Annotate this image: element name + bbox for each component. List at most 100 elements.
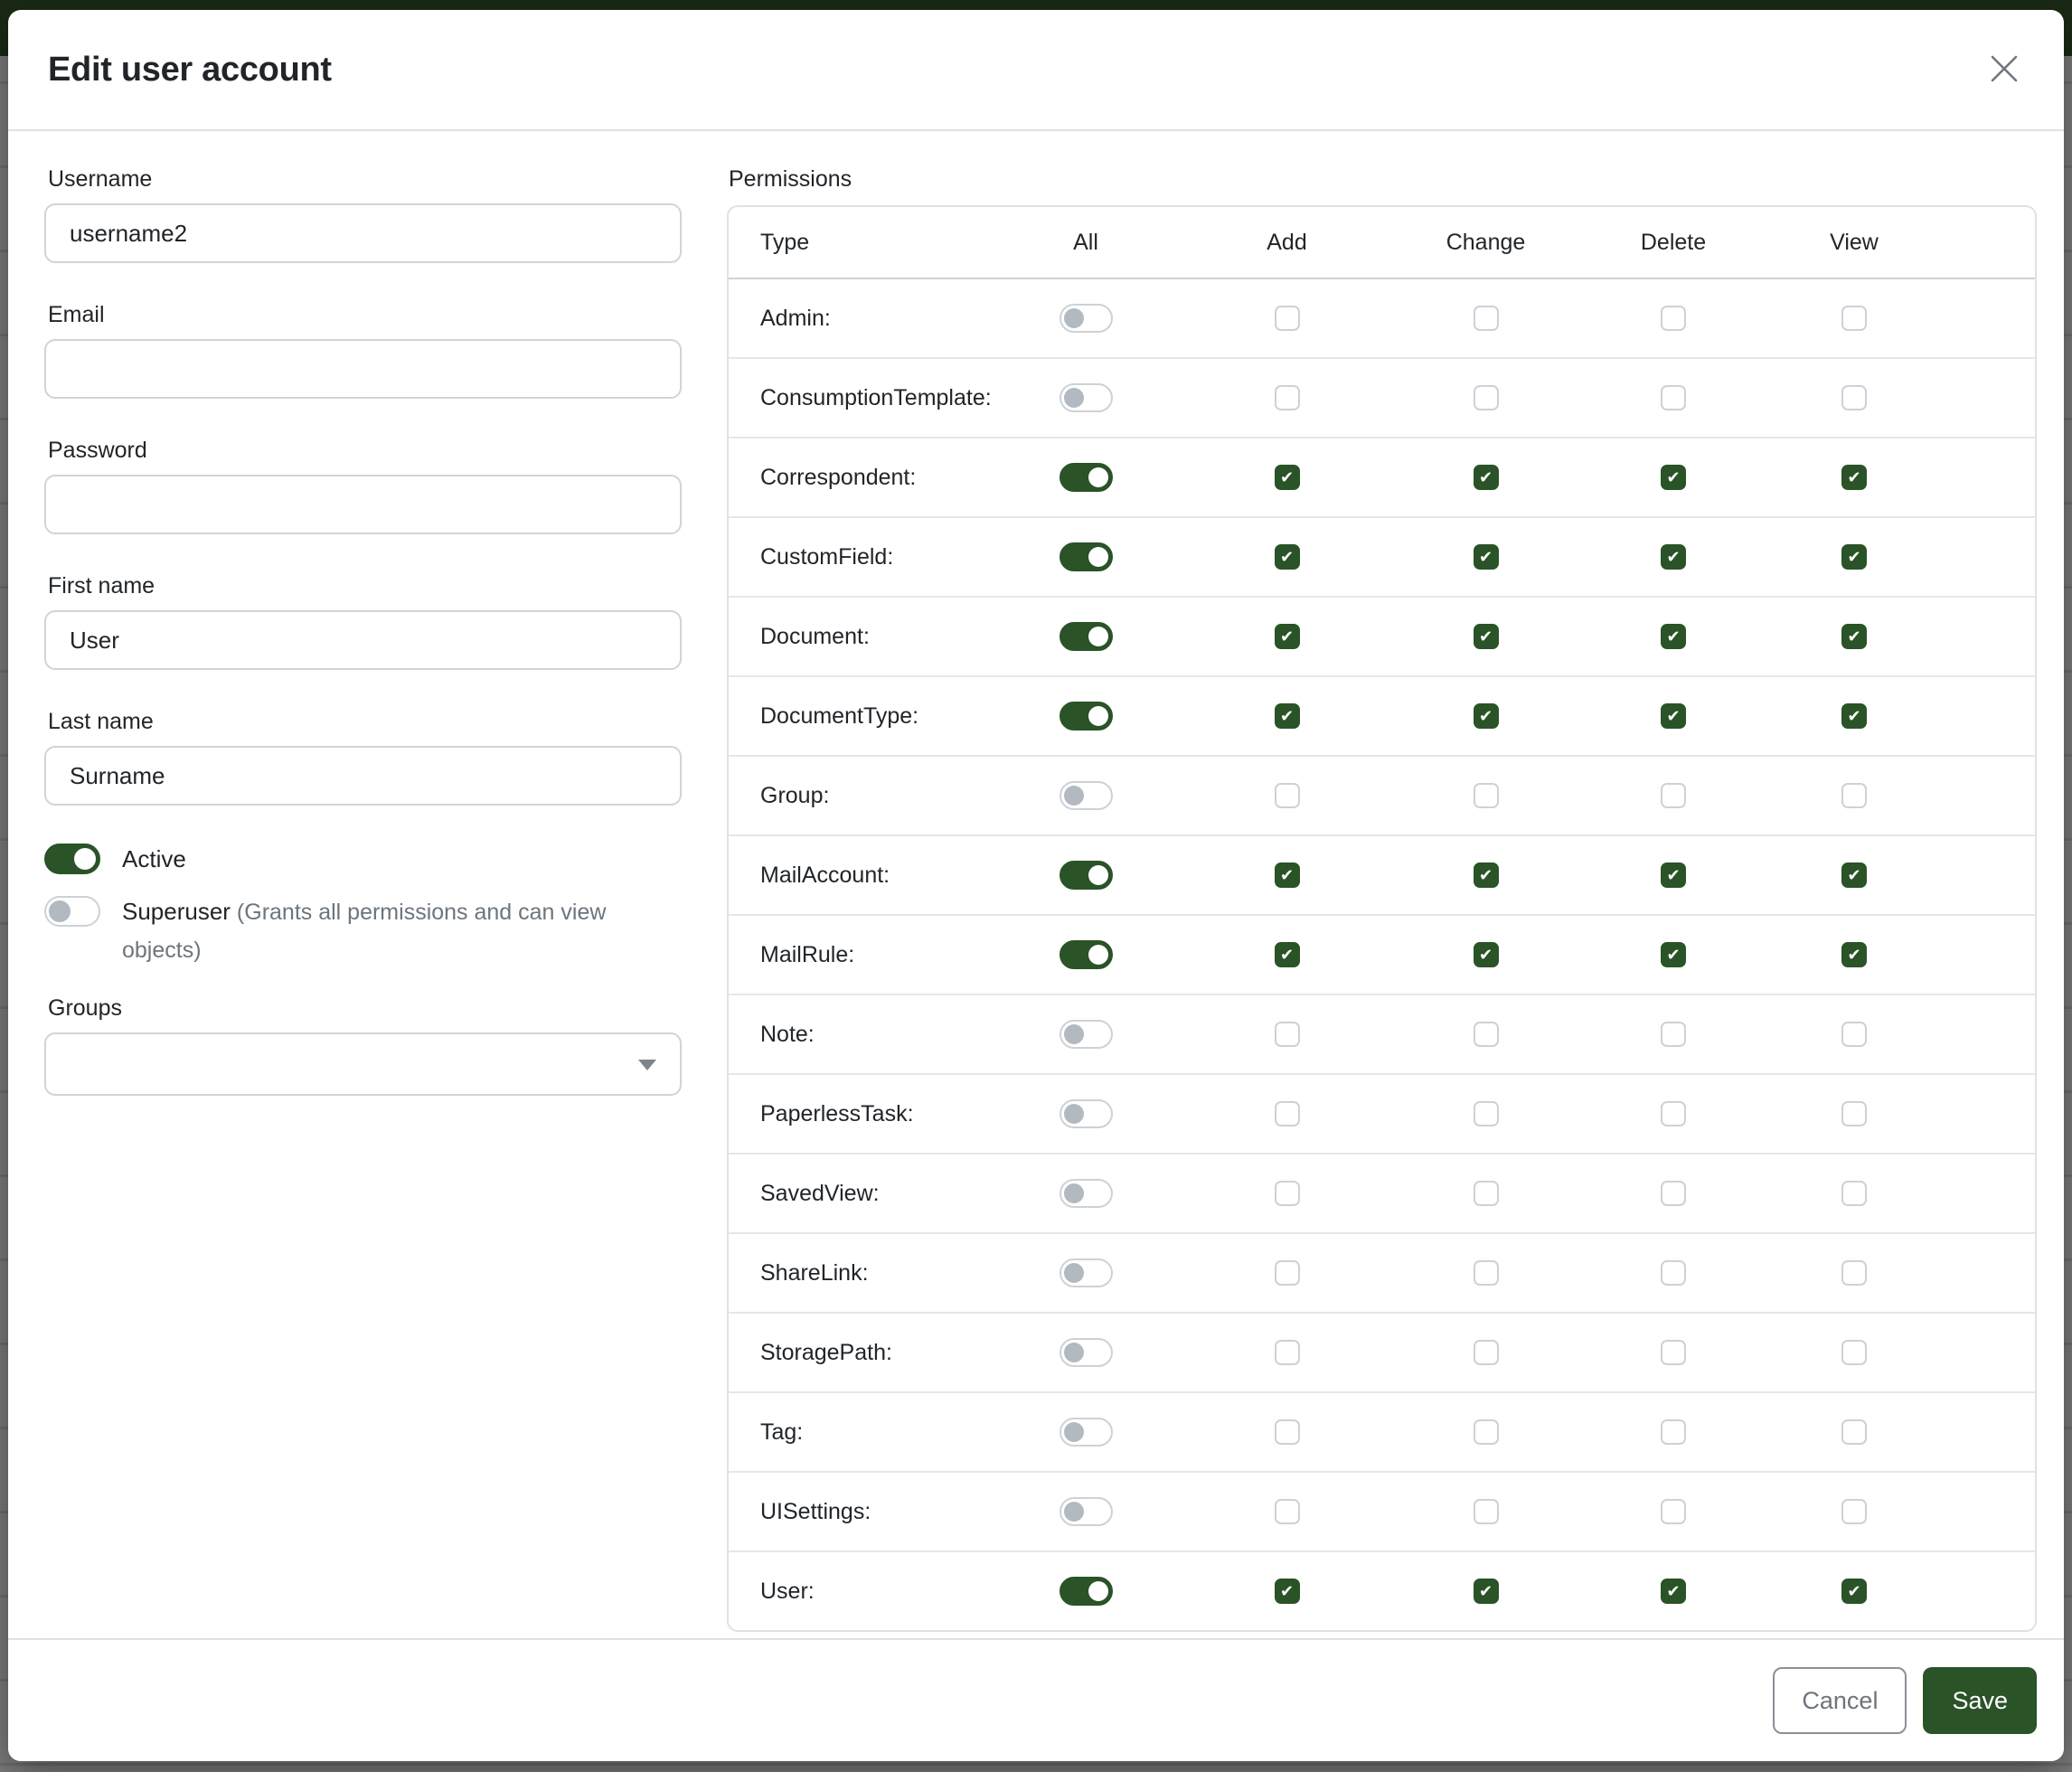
permission-add-checkbox[interactable] [1274,1181,1300,1206]
permission-delete-checkbox[interactable] [1661,1181,1686,1206]
active-toggle[interactable] [44,844,100,874]
permission-change-checkbox[interactable] [1473,544,1499,570]
permission-change-checkbox[interactable] [1473,1499,1499,1524]
permission-add-checkbox[interactable] [1274,306,1300,331]
permission-all-toggle[interactable] [1059,1099,1113,1128]
permission-all-toggle[interactable] [1059,304,1113,333]
permission-delete-checkbox[interactable] [1661,1419,1686,1445]
permission-all-toggle[interactable] [1059,1020,1113,1049]
permission-add-checkbox[interactable] [1274,703,1300,729]
permission-delete-checkbox[interactable] [1661,703,1686,729]
password-input[interactable] [44,475,682,534]
permission-change-checkbox[interactable] [1473,703,1499,729]
email-label: Email [48,302,105,327]
permission-delete-checkbox[interactable] [1661,1499,1686,1524]
close-button[interactable] [1984,50,2024,90]
permission-view-checkbox[interactable] [1841,385,1867,410]
permission-change-checkbox[interactable] [1473,862,1499,888]
permission-delete-checkbox[interactable] [1661,1260,1686,1286]
permission-all-toggle[interactable] [1059,1179,1113,1208]
permission-view-checkbox[interactable] [1841,1340,1867,1365]
permission-all-toggle[interactable] [1059,702,1113,730]
permission-view-checkbox[interactable] [1841,862,1867,888]
permission-delete-checkbox[interactable] [1661,306,1686,331]
permission-view-checkbox[interactable] [1841,1579,1867,1604]
permission-add-checkbox[interactable] [1274,942,1300,967]
permission-all-toggle[interactable] [1059,1497,1113,1526]
permission-view-checkbox[interactable] [1841,1260,1867,1286]
permission-add-checkbox[interactable] [1274,1101,1300,1126]
groups-select[interactable] [44,1032,682,1096]
permission-delete-checkbox[interactable] [1661,465,1686,490]
permission-change-checkbox[interactable] [1473,1022,1499,1047]
permission-change-checkbox[interactable] [1473,1579,1499,1604]
permission-delete-checkbox[interactable] [1661,1340,1686,1365]
permission-delete-checkbox[interactable] [1661,1101,1686,1126]
permission-view-checkbox[interactable] [1841,465,1867,490]
permission-delete-checkbox[interactable] [1661,1579,1686,1604]
permission-all-toggle[interactable] [1059,383,1113,412]
permission-add-checkbox[interactable] [1274,1579,1300,1604]
permission-type-label: UISettings: [760,1498,871,1524]
permission-change-checkbox[interactable] [1473,942,1499,967]
permission-all-toggle[interactable] [1059,1418,1113,1447]
first-name-input[interactable] [44,610,682,670]
permission-delete-checkbox[interactable] [1661,862,1686,888]
email-input[interactable] [44,339,682,399]
permission-change-checkbox[interactable] [1473,783,1499,808]
permission-all-toggle[interactable] [1059,940,1113,969]
permission-view-checkbox[interactable] [1841,624,1867,649]
permission-all-toggle[interactable] [1059,861,1113,890]
permission-view-checkbox[interactable] [1841,703,1867,729]
permission-view-checkbox[interactable] [1841,306,1867,331]
permission-all-toggle[interactable] [1059,542,1113,571]
permission-change-checkbox[interactable] [1473,1260,1499,1286]
permission-delete-checkbox[interactable] [1661,1022,1686,1047]
save-button[interactable]: Save [1923,1667,2037,1734]
permission-change-checkbox[interactable] [1473,385,1499,410]
permission-view-checkbox[interactable] [1841,1499,1867,1524]
permission-view-checkbox[interactable] [1841,544,1867,570]
permission-delete-checkbox[interactable] [1661,544,1686,570]
permission-view-checkbox[interactable] [1841,1022,1867,1047]
username-input[interactable] [44,203,682,263]
permission-view-checkbox[interactable] [1841,1419,1867,1445]
permission-all-toggle[interactable] [1059,622,1113,651]
permission-change-checkbox[interactable] [1473,1340,1499,1365]
permission-view-checkbox[interactable] [1841,942,1867,967]
permission-change-checkbox[interactable] [1473,465,1499,490]
permission-view-checkbox[interactable] [1841,1101,1867,1126]
last-name-input[interactable] [44,746,682,806]
permission-change-checkbox[interactable] [1473,624,1499,649]
permission-add-checkbox[interactable] [1274,1022,1300,1047]
cancel-button[interactable]: Cancel [1773,1667,1907,1734]
permission-add-checkbox[interactable] [1274,783,1300,808]
permission-view-checkbox[interactable] [1841,1181,1867,1206]
permission-change-checkbox[interactable] [1473,1101,1499,1126]
permission-all-toggle[interactable] [1059,781,1113,810]
permission-add-checkbox[interactable] [1274,1340,1300,1365]
permission-add-checkbox[interactable] [1274,1419,1300,1445]
permission-delete-checkbox[interactable] [1661,624,1686,649]
permission-add-checkbox[interactable] [1274,385,1300,410]
permission-all-toggle[interactable] [1059,1338,1113,1367]
permission-add-checkbox[interactable] [1274,544,1300,570]
permission-delete-checkbox[interactable] [1661,783,1686,808]
permission-add-checkbox[interactable] [1274,1499,1300,1524]
permission-view-checkbox[interactable] [1841,783,1867,808]
permission-delete-checkbox[interactable] [1661,385,1686,410]
permission-delete-checkbox[interactable] [1661,942,1686,967]
permission-add-checkbox[interactable] [1274,862,1300,888]
permission-all-toggle[interactable] [1059,1577,1113,1606]
permission-all-toggle[interactable] [1059,463,1113,492]
permission-change-checkbox[interactable] [1473,306,1499,331]
permission-change-checkbox[interactable] [1473,1181,1499,1206]
permission-all-toggle[interactable] [1059,1258,1113,1287]
permission-add-checkbox[interactable] [1274,1260,1300,1286]
permission-type-label: MailRule: [760,941,855,967]
permission-add-checkbox[interactable] [1274,624,1300,649]
permission-change-checkbox[interactable] [1473,1419,1499,1445]
superuser-toggle[interactable] [44,896,100,927]
permission-add-checkbox[interactable] [1274,465,1300,490]
permission-row-documenttype: DocumentType: [729,677,2035,757]
